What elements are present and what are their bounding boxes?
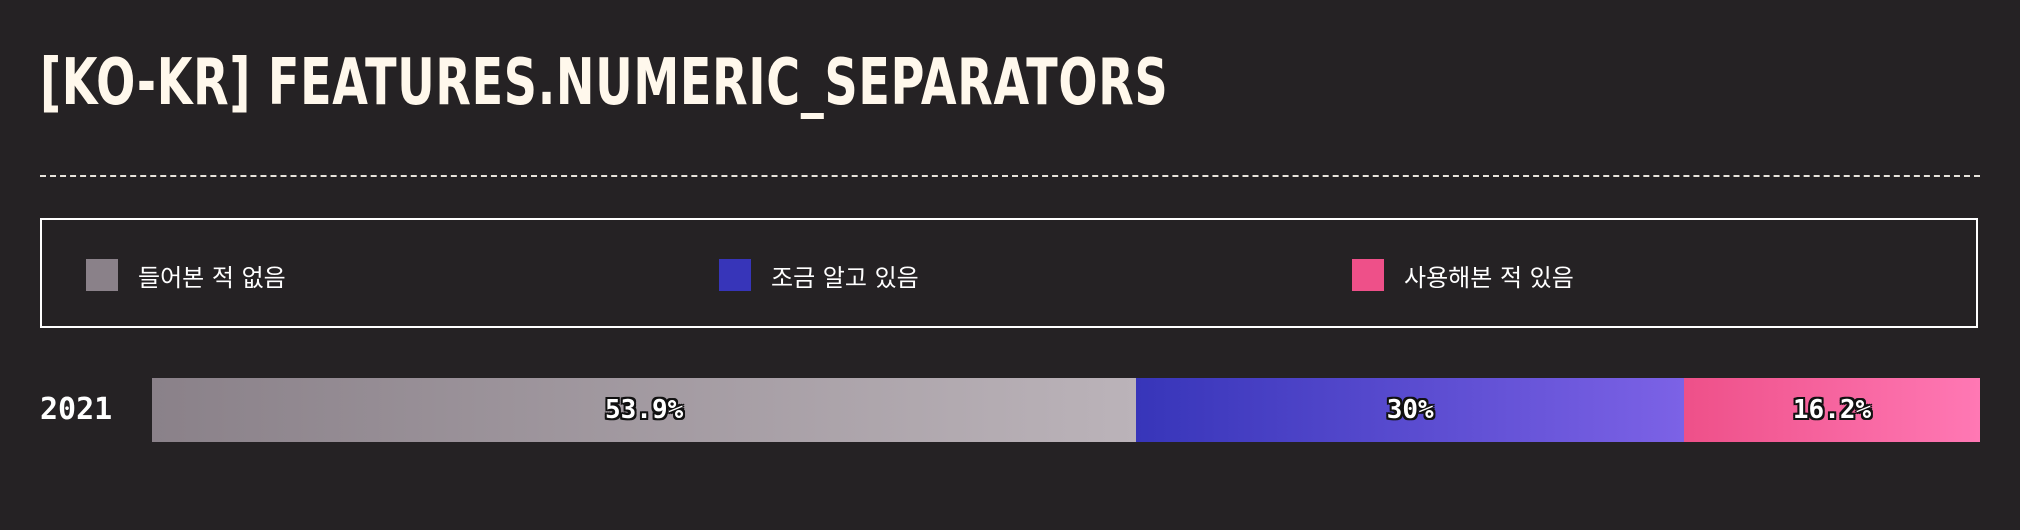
bar-data-label-used-it: 16.2%	[1792, 395, 1872, 425]
legend-item-know-about[interactable]: 조금 알고 있음	[719, 259, 919, 292]
legend-swatch-used-it	[1352, 259, 1384, 291]
bar-segment-used-it[interactable]: 16.2%	[1684, 378, 1980, 442]
legend-label-never-heard: 들어본 적 없음	[138, 263, 286, 292]
stacked-bar-2021: 53.9% 30% 16.2%	[152, 378, 1980, 442]
bar-data-label-know-about: 30%	[1386, 395, 1434, 425]
legend-swatch-know-about	[719, 259, 751, 291]
legend-label-used-it: 사용해본 적 있음	[1404, 263, 1574, 292]
bar-data-label-never-heard: 53.9%	[605, 395, 684, 425]
chart-legend: 들어본 적 없음 조금 알고 있음 사용해본 적 있음	[40, 218, 1978, 328]
row-label-2021: 2021	[40, 392, 113, 427]
title-divider	[40, 175, 1980, 177]
legend-item-used-it[interactable]: 사용해본 적 있음	[1352, 259, 1574, 292]
bar-segment-know-about[interactable]: 30%	[1136, 378, 1685, 442]
chart-title: [KO-KR] FEATURES.NUMERIC_SEPARATORS	[40, 46, 1169, 120]
bar-segment-never-heard[interactable]: 53.9%	[152, 378, 1137, 442]
legend-label-know-about: 조금 알고 있음	[771, 263, 919, 292]
legend-item-never-heard[interactable]: 들어본 적 없음	[86, 259, 286, 292]
legend-swatch-never-heard	[86, 259, 118, 291]
